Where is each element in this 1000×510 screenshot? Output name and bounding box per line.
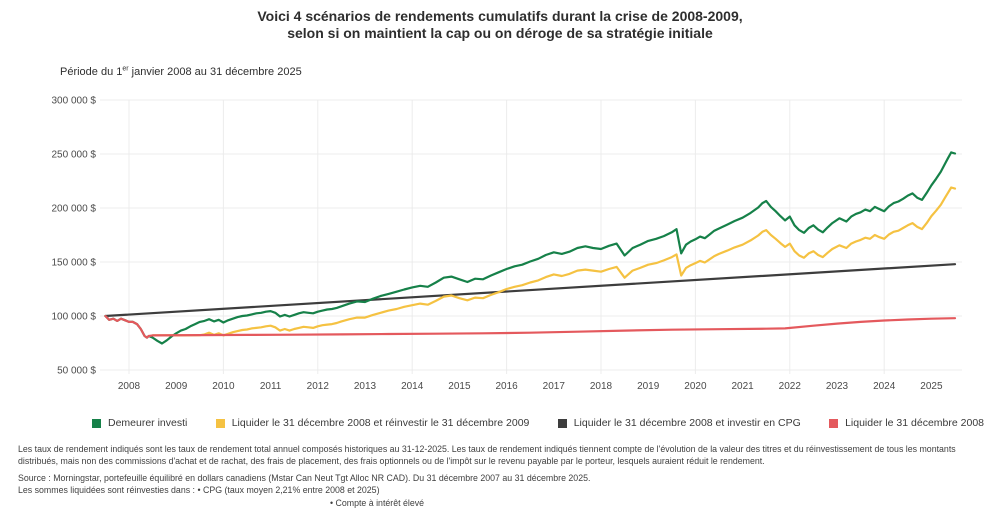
legend-item-liquider-cpg: Liquider le 31 décembre 2008 et investir…	[557, 417, 801, 429]
x-axis-tick-label: 2009	[165, 381, 188, 392]
legend-label: Liquider le 31 décembre 2008 et réinvest…	[231, 417, 530, 429]
x-axis-tick-label: 2025	[920, 381, 943, 392]
legend-item-liquider-reinvestir-2009: Liquider le 31 décembre 2008 et réinvest…	[215, 417, 530, 429]
legend-swatch-liquider-reinvestir-2009	[215, 418, 225, 428]
x-axis-tick-label: 2016	[495, 381, 518, 392]
footnote-disclaimer: Les taux de rendement indiqués sont les …	[18, 444, 956, 467]
x-axis-tick-label: 2023	[826, 381, 849, 392]
y-axis-tick-label: 100 000 $	[52, 312, 97, 323]
footnote-reinvest: Les sommes liquidées sont réinvesties da…	[18, 485, 380, 496]
legend-item-demeurer-investi: Demeurer investi	[92, 417, 187, 429]
legend-label: Liquider le 31 décembre 2008	[845, 417, 984, 429]
chart-legend: Demeurer investi Liquider le 31 décembre …	[92, 417, 984, 429]
footnotes: Les taux de rendement indiqués sont les …	[18, 443, 986, 509]
series-line-liquider-2008	[104, 314, 957, 339]
y-axis-tick-label: 200 000 $	[52, 204, 97, 215]
x-axis-tick-label: 2011	[260, 381, 282, 392]
x-axis-tick-label: 2022	[779, 381, 802, 392]
x-axis-tick-label: 2021	[731, 381, 754, 392]
y-axis-tick-label: 300 000 $	[52, 96, 97, 107]
x-axis-tick-label: 2012	[307, 381, 330, 392]
x-axis-tick-label: 2019	[637, 381, 660, 392]
legend-swatch-demeurer-investi	[92, 418, 101, 428]
x-axis-tick-label: 2008	[118, 381, 141, 392]
legend-item-liquider-2008: Liquider le 31 décembre 2008	[829, 417, 984, 429]
x-axis-tick-label: 2015	[448, 381, 471, 392]
y-axis-tick-label: 250 000 $	[52, 150, 97, 161]
x-axis-tick-label: 2010	[212, 381, 235, 392]
x-axis-tick-label: 2024	[873, 381, 896, 392]
x-axis-tick-label: 2018	[590, 381, 613, 392]
y-axis-tick-label: 150 000 $	[52, 258, 97, 269]
page-title: Voici 4 scénarios de rendements cumulati…	[0, 8, 1000, 43]
legend-swatch-liquider-cpg	[557, 418, 567, 428]
chart-subtitle: Période du 1er janvier 2008 au 31 décemb…	[60, 65, 302, 78]
series-line-liquider-cpg	[104, 263, 957, 318]
legend-label: Liquider le 31 décembre 2008 et investir…	[573, 417, 801, 429]
legend-swatch-liquider-2008	[829, 418, 839, 428]
page-title-line1: Voici 4 scénarios de rendements cumulati…	[257, 8, 743, 24]
x-axis-tick-label: 2013	[354, 381, 377, 392]
x-axis-tick-label: 2020	[684, 381, 707, 392]
x-axis-tick-label: 2017	[543, 381, 566, 392]
y-axis-tick-label: 50 000 $	[57, 366, 96, 377]
footnote-bullet2: • Compte à intérêt élevé	[330, 497, 425, 508]
x-axis-tick-label: 2014	[401, 381, 424, 392]
footnote-source: Source : Morningstar, portefeuille équil…	[18, 473, 591, 484]
page-title-line2: selon si on maintient la cap ou on dérog…	[287, 25, 713, 42]
legend-label: Demeurer investi	[108, 417, 188, 429]
series-line-demeurer-investi	[104, 151, 957, 345]
series-line-liquider-reinvestir-2009	[151, 186, 957, 337]
subtitle-superscript: er	[122, 65, 129, 73]
